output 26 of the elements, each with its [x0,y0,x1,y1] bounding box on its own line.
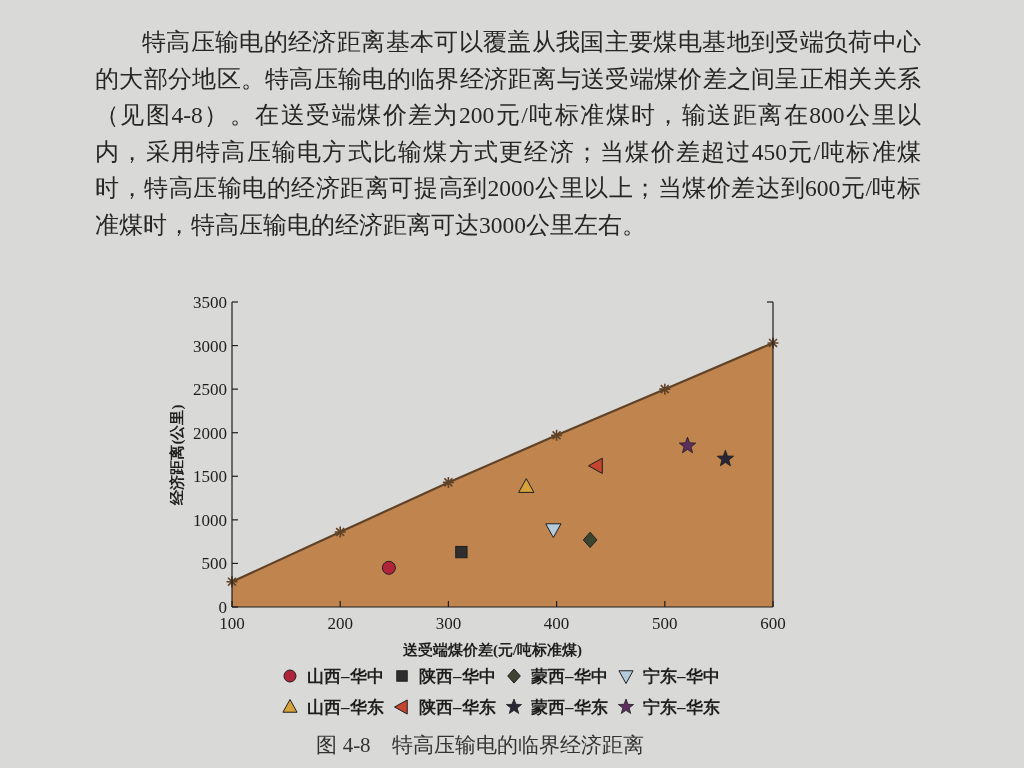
y-tick-label: 500 [201,554,227,574]
legend-label: 山西–华东 [307,698,384,717]
y-tick-label: 0 [218,598,227,617]
legend-label: 宁东–华中 [643,667,720,686]
y-tick-label: 3000 [193,336,227,356]
x-tick-label: 600 [760,614,786,633]
legend-label: 陕西–华东 [419,698,496,717]
x-tick-label: 200 [327,614,353,633]
text: 图 4-8 特高压输电的临界经济距离 [316,733,644,757]
y-axis-title: 经济距离(公里) [168,404,186,506]
y-tick-label: 2500 [193,380,227,400]
legend-label: 宁东–华东 [643,698,720,717]
legend-label: 山西–华中 [307,667,384,686]
y-tick-label: 1500 [193,467,227,487]
x-axis-title: 送受端煤价差(元/吨标准煤) [401,642,583,659]
x-tick-label: 500 [652,614,678,633]
y-tick-label: 1000 [193,510,227,530]
legend-label: 蒙西–华东 [530,698,608,717]
y-tick-label: 3500 [193,293,227,312]
y-tick-label: 2000 [193,423,227,443]
text: 特高压输电的经济距离基本可以覆盖从我国主要煤电基地到受端负荷中心的大部分地区。特高压输电的临界经济距离与送受端煤价差之间呈正相关关系（见图4-8）。在送受端煤价差为200元/吨标准煤时，输送距离在800公里以内，采用特高压输电方式比输煤方式更经济；当煤价差超过450元/吨标准煤时，特高压输电的经济距离可提高到2000公里以上；当煤价差达到600元/吨标准煤时，特高压输电的经济距离可达3000公里左右。 [95,28,921,240]
legend-label: 陕西–华中 [419,667,496,686]
legend-label: 蒙西–华中 [530,667,608,686]
x-tick-label: 300 [435,614,462,633]
x-tick-label: 100 [219,614,245,633]
x-tick-label: 400 [543,614,570,633]
